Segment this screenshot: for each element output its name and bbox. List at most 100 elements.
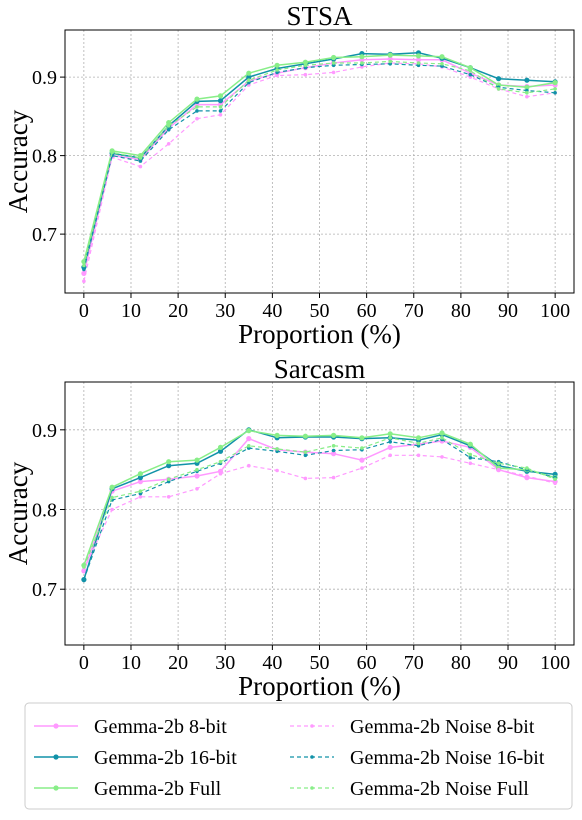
data-point: [195, 109, 199, 113]
x-tick-label: 50: [310, 300, 330, 322]
x-tick-label: 90: [498, 300, 518, 322]
x-tick-label: 80: [451, 300, 471, 322]
data-point: [440, 62, 444, 66]
y-axis-label: Accuracy: [3, 461, 33, 565]
data-point: [247, 463, 251, 468]
data-point: [468, 72, 473, 77]
data-point: [82, 267, 86, 272]
data-point: [496, 467, 501, 472]
data-point: [138, 164, 143, 169]
series-line: [83, 58, 556, 274]
data-point: [440, 436, 444, 440]
chart-title: STSA: [286, 1, 353, 31]
series-line: [83, 437, 556, 568]
data-point: [110, 495, 114, 500]
data-point: [331, 451, 337, 457]
data-point: [218, 459, 223, 464]
data-point: [468, 69, 473, 73]
data-point: [416, 61, 421, 65]
plot-frame: [64, 381, 575, 646]
data-point: [439, 54, 445, 60]
data-point: [525, 474, 529, 478]
data-point: [553, 87, 557, 91]
data-point: [388, 453, 393, 458]
data-point: [110, 507, 114, 512]
legend-label: Gemma-2b Noise 16-bit: [350, 747, 545, 769]
data-point: [388, 440, 393, 444]
data-point: [217, 444, 224, 450]
y-tick-label: 0.8: [32, 500, 57, 522]
data-point: [524, 77, 530, 83]
data-point: [194, 473, 200, 479]
data-point: [81, 259, 87, 265]
data-point: [416, 453, 421, 458]
data-point: [331, 475, 336, 480]
data-point: [467, 65, 473, 71]
data-point: [467, 441, 473, 447]
data-point: [166, 495, 171, 499]
data-point: [217, 448, 224, 454]
data-point: [359, 54, 365, 60]
data-point: [82, 577, 86, 582]
data-point: [468, 461, 473, 466]
data-point: [137, 471, 143, 477]
data-point: [553, 91, 557, 95]
series-line: [83, 54, 556, 262]
data-point: [302, 433, 308, 439]
x-tick-label: 30: [215, 652, 235, 674]
legend-label: Gemma-2b 16-bit: [94, 747, 237, 769]
data-point: [195, 116, 199, 121]
y-tick-label: 0.7: [32, 579, 57, 601]
legend-swatch-marker: [53, 754, 59, 760]
data-point: [166, 477, 171, 482]
data-point: [217, 98, 224, 104]
data-point: [82, 565, 86, 569]
x-tick-label: 30: [215, 300, 235, 322]
data-point: [496, 461, 501, 466]
data-point: [331, 61, 336, 65]
data-point: [360, 446, 364, 450]
legend-label: Gemma-2b 8-bit: [94, 716, 227, 738]
legend-label: Gemma-2b Full: [94, 778, 222, 800]
x-tick-label: 70: [404, 652, 424, 674]
data-point: [247, 78, 251, 82]
data-point: [468, 455, 473, 460]
data-point: [552, 80, 558, 86]
data-point: [553, 481, 557, 486]
series-line: [83, 63, 556, 270]
x-tick-label: 50: [310, 652, 330, 674]
data-point: [166, 459, 172, 465]
x-tick-label: 90: [498, 652, 518, 674]
x-tick-label: 10: [121, 652, 141, 674]
data-point: [274, 432, 280, 438]
y-axis-label: Accuracy: [3, 109, 33, 213]
x-tick-label: 40: [262, 652, 282, 674]
data-point: [416, 441, 421, 446]
x-tick-label: 80: [451, 652, 471, 674]
data-point: [302, 59, 308, 65]
data-point: [275, 468, 279, 473]
data-point: [246, 70, 252, 76]
data-point: [440, 455, 444, 459]
data-point: [138, 495, 143, 499]
x-tick-label: 0: [79, 300, 89, 322]
data-point: [415, 53, 422, 59]
legend-box: [24, 702, 573, 810]
data-point: [137, 475, 143, 481]
data-point: [303, 72, 308, 77]
data-point: [194, 457, 200, 463]
data-point: [360, 61, 364, 65]
data-point: [331, 444, 336, 448]
data-point: [110, 150, 114, 155]
series-line: [83, 52, 556, 268]
data-point: [388, 59, 393, 64]
x-axis-label: Proportion (%): [238, 319, 401, 349]
data-point: [303, 63, 308, 68]
data-point: [303, 450, 308, 454]
data-point: [525, 91, 529, 95]
data-point: [166, 142, 171, 146]
data-point: [246, 74, 252, 80]
x-tick-label: 40: [262, 300, 282, 322]
y-tick-label: 0.9: [32, 420, 57, 442]
